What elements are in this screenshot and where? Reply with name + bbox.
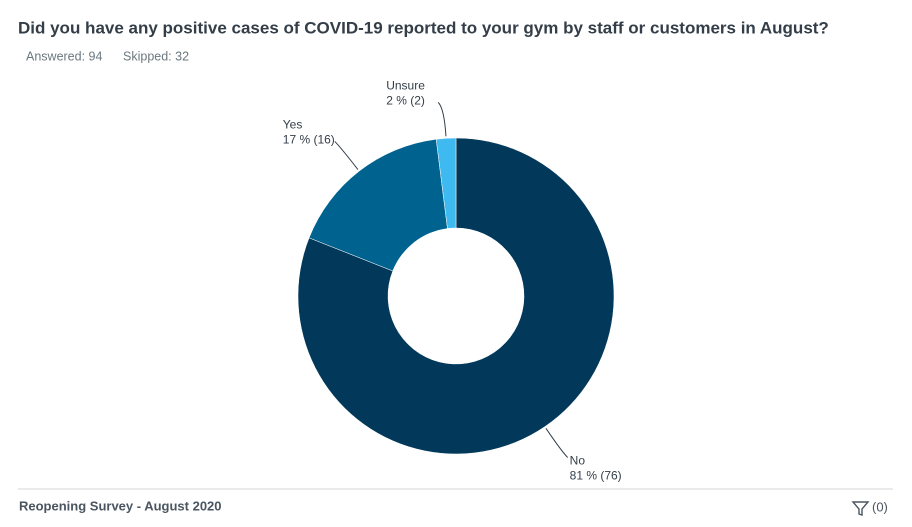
- leader-line: [437, 102, 447, 137]
- value-label: 81 % (76): [570, 469, 622, 483]
- filter-count[interactable]: (0): [872, 499, 888, 514]
- donut-slice: [435, 137, 457, 229]
- value-label: 17 % (16): [283, 133, 335, 147]
- category-label: Yes: [283, 118, 303, 132]
- leader-line: [334, 141, 359, 170]
- leader-line: [545, 428, 569, 458]
- donut-slice: [308, 138, 448, 272]
- chart-title: Did you have any positive cases of COVID…: [18, 18, 829, 37]
- value-label: 2 % (2): [386, 94, 425, 108]
- donut-slice: [297, 137, 615, 455]
- category-label: Unsure: [386, 79, 425, 93]
- category-label: No: [570, 454, 586, 468]
- survey-name[interactable]: Reopening Survey - August 2020: [19, 498, 222, 513]
- skipped-count: Skipped: 32: [123, 49, 189, 63]
- filter-icon[interactable]: [851, 501, 870, 516]
- answered-count: Answered: 94: [26, 49, 102, 63]
